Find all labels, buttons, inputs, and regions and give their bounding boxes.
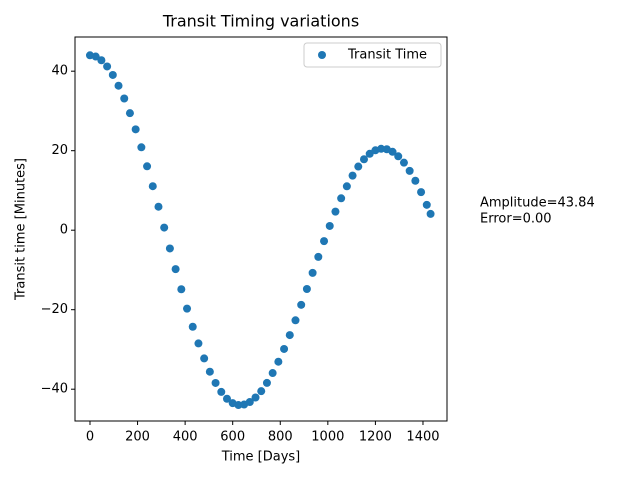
point: [405, 166, 414, 175]
point: [426, 209, 435, 218]
point: [394, 152, 403, 161]
point: [359, 155, 368, 164]
x-tick-label: 0: [86, 430, 94, 445]
point: [314, 252, 323, 261]
point: [422, 200, 431, 209]
x-tick-label: 200: [125, 430, 150, 445]
point: [103, 62, 112, 71]
x-tick-label: 1000: [311, 430, 344, 445]
point: [354, 162, 363, 171]
point: [125, 109, 134, 118]
point: [154, 202, 163, 211]
point: [411, 176, 420, 185]
x-tick-label: 1400: [406, 430, 439, 445]
legend-marker: [318, 51, 326, 59]
point: [188, 322, 197, 331]
point: [337, 194, 346, 203]
point: [399, 158, 408, 167]
point: [325, 221, 334, 230]
point: [234, 401, 243, 410]
annotation: Error=0.00: [480, 212, 552, 227]
point: [388, 147, 397, 156]
x-tick-label: 1200: [359, 430, 392, 445]
point: [217, 387, 226, 396]
point: [120, 94, 129, 103]
point: [285, 331, 294, 340]
point: [91, 52, 100, 61]
point: [308, 268, 317, 277]
point: [194, 339, 203, 348]
point: [160, 223, 169, 232]
point: [348, 171, 357, 180]
chart-title: Transit Timing variations: [162, 12, 359, 31]
point: [377, 144, 386, 153]
point: [200, 354, 209, 363]
point: [297, 300, 306, 309]
point: [274, 357, 283, 366]
point: [417, 188, 426, 197]
point: [302, 284, 311, 293]
point: [342, 182, 351, 191]
point: [280, 344, 289, 353]
legend-label: Transit Time: [347, 48, 427, 63]
point: [211, 378, 220, 387]
point: [171, 265, 180, 274]
y-tick-label: −20: [41, 302, 68, 317]
point: [108, 70, 117, 79]
point: [205, 367, 214, 376]
point: [320, 237, 329, 246]
y-tick-label: −40: [41, 382, 68, 397]
point: [331, 207, 340, 216]
point: [148, 182, 157, 191]
point: [177, 285, 186, 294]
x-tick-label: 600: [220, 430, 245, 445]
point: [183, 304, 192, 313]
point: [251, 393, 260, 402]
y-tick-label: 0: [60, 223, 68, 238]
y-axis-label: Transit time [Minutes]: [14, 158, 29, 301]
plot-frame: [74, 36, 448, 422]
annotation: Amplitude=43.84: [480, 196, 595, 211]
point: [268, 369, 277, 378]
point: [97, 56, 106, 65]
y-tick-label: 20: [51, 143, 68, 158]
point: [131, 125, 140, 134]
point: [137, 143, 146, 152]
point: [143, 162, 152, 171]
point: [291, 316, 300, 325]
point: [245, 397, 254, 406]
y-tick-label: 40: [51, 64, 68, 79]
x-axis-label: Time [Days]: [221, 450, 301, 465]
legend-box: [303, 42, 442, 68]
point: [262, 378, 271, 387]
point: [222, 394, 231, 403]
x-tick-label: 400: [173, 430, 198, 445]
point: [165, 244, 174, 253]
x-tick-label: 800: [268, 430, 293, 445]
point: [114, 81, 123, 90]
point: [257, 387, 266, 396]
